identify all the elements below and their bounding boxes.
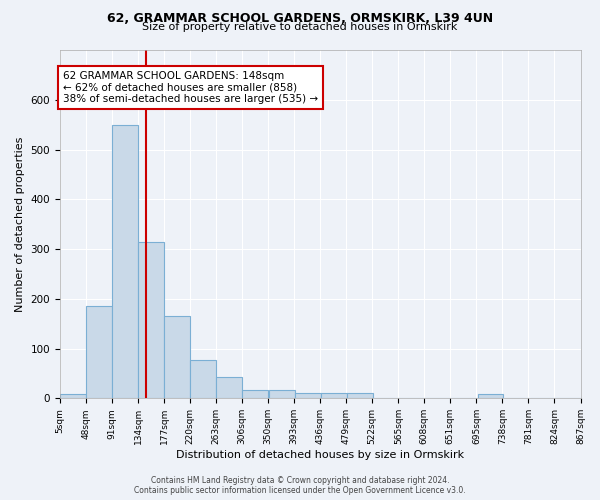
X-axis label: Distribution of detached houses by size in Ormskirk: Distribution of detached houses by size … xyxy=(176,450,464,460)
Bar xyxy=(347,394,373,398)
Bar xyxy=(295,394,320,398)
Text: 62, GRAMMAR SCHOOL GARDENS, ORMSKIRK, L39 4UN: 62, GRAMMAR SCHOOL GARDENS, ORMSKIRK, L3… xyxy=(107,12,493,26)
Bar xyxy=(478,394,503,398)
Y-axis label: Number of detached properties: Number of detached properties xyxy=(15,136,25,312)
Bar xyxy=(216,377,242,398)
Bar xyxy=(321,393,347,398)
Text: 62 GRAMMAR SCHOOL GARDENS: 148sqm
← 62% of detached houses are smaller (858)
38%: 62 GRAMMAR SCHOOL GARDENS: 148sqm ← 62% … xyxy=(63,71,318,104)
Bar xyxy=(86,306,112,398)
Text: Contains HM Land Registry data © Crown copyright and database right 2024.
Contai: Contains HM Land Registry data © Crown c… xyxy=(134,476,466,495)
Text: Size of property relative to detached houses in Ormskirk: Size of property relative to detached ho… xyxy=(142,22,458,32)
Bar xyxy=(164,316,190,398)
Bar xyxy=(269,390,295,398)
Bar xyxy=(112,124,138,398)
Bar xyxy=(190,360,216,399)
Bar xyxy=(60,394,86,398)
Bar xyxy=(242,390,268,398)
Bar xyxy=(138,242,164,398)
